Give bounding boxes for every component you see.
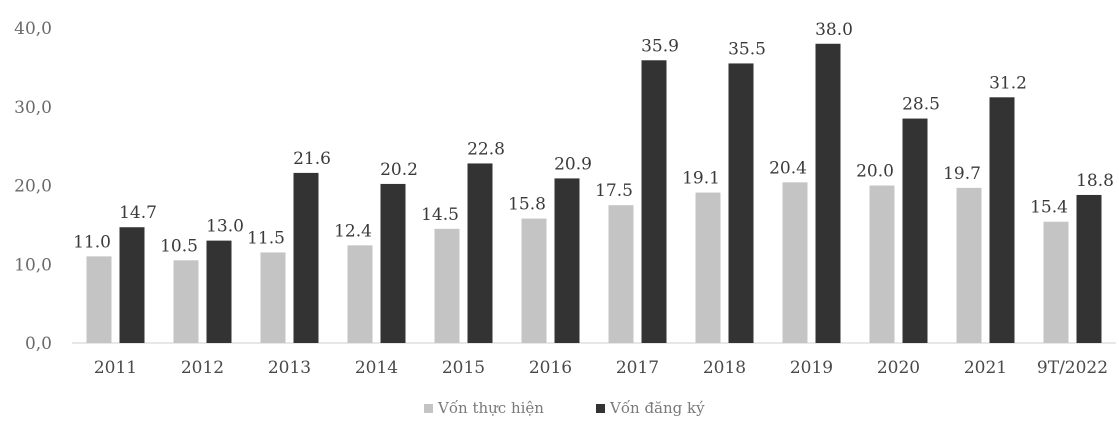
- x-tick-label: 2018: [703, 358, 746, 378]
- y-axis: 0,0 10,0 20,0 30,0 40,0: [14, 19, 52, 354]
- legend-label: Vốn đăng ký: [609, 399, 705, 417]
- bar-von-thuc-hien: [260, 252, 286, 343]
- legend-label: Vốn thực hiện: [437, 399, 544, 417]
- x-tick-label: 2014: [355, 358, 398, 378]
- data-label: 10.5: [160, 236, 198, 256]
- bar-von-thuc-hien: [347, 245, 373, 343]
- bar-von-thuc-hien: [173, 260, 199, 343]
- bar-von-thuc-hien: [695, 192, 721, 343]
- y-tick-label: 30,0: [14, 98, 52, 118]
- x-tick-label: 2021: [964, 358, 1007, 378]
- bar-von-dang-ky: [206, 240, 232, 343]
- data-label: 13.0: [206, 217, 244, 237]
- bar-von-thuc-hien: [434, 228, 460, 343]
- y-tick-label: 40,0: [14, 19, 52, 39]
- data-label: 11.0: [73, 232, 111, 252]
- bar-von-dang-ky: [380, 183, 406, 343]
- bar-von-thuc-hien: [608, 205, 634, 343]
- bar-von-dang-ky: [554, 178, 580, 343]
- y-tick-label: 10,0: [14, 255, 52, 275]
- data-label: 38.0: [815, 20, 853, 40]
- data-label: 19.1: [682, 169, 720, 189]
- legend-swatch-von-dang-ky: [596, 404, 605, 413]
- data-label: 18.8: [1076, 171, 1114, 191]
- data-label: 20.0: [856, 162, 894, 182]
- x-tick-label: 2019: [790, 358, 833, 378]
- data-label: 12.4: [334, 221, 372, 241]
- x-tick-label: 2013: [268, 358, 311, 378]
- x-tick-label: 2016: [529, 358, 572, 378]
- data-label: 22.8: [467, 139, 505, 159]
- data-label: 15.8: [508, 195, 546, 215]
- bar-von-dang-ky: [467, 163, 493, 343]
- data-label: 11.5: [247, 228, 285, 248]
- data-label: 21.6: [293, 149, 331, 169]
- x-axis: 2011 2012 2013 2014 2015 2016 2017 2018 2019 2020…: [94, 358, 1108, 378]
- data-label: 20.2: [380, 160, 418, 180]
- x-tick-label: 2020: [877, 358, 920, 378]
- bar-von-dang-ky: [119, 227, 145, 343]
- bar-von-dang-ky: [728, 63, 754, 343]
- y-tick-label: 0,0: [25, 334, 52, 354]
- bar-von-dang-ky: [815, 43, 841, 343]
- data-label: 19.7: [943, 164, 981, 184]
- bar-von-dang-ky: [902, 118, 928, 343]
- bars: [86, 43, 1102, 343]
- bar-von-thuc-hien: [782, 182, 808, 343]
- bar-von-thuc-hien: [956, 187, 982, 343]
- data-labels: 11.0 14.710.5 13.011.5 21.6 12.4 20.2 14.5 22.8…: [73, 20, 1114, 257]
- x-tick-label: 2017: [616, 358, 659, 378]
- data-label: 35.5: [728, 39, 766, 59]
- bar-von-thuc-hien: [86, 256, 112, 343]
- data-label: 14.5: [421, 205, 459, 225]
- data-label: 14.7: [119, 203, 157, 223]
- legend-swatch-von-thuc-hien: [424, 404, 433, 413]
- legend: Vốn thực hiện Vốn đăng ký: [424, 399, 705, 417]
- bar-von-thuc-hien: [869, 185, 895, 343]
- data-label: 28.5: [902, 95, 940, 115]
- bar-von-dang-ky: [293, 172, 319, 343]
- data-label: 15.4: [1030, 198, 1068, 218]
- bar-von-dang-ky: [641, 60, 667, 343]
- x-tick-label: 2012: [181, 358, 224, 378]
- bar-von-dang-ky: [1076, 194, 1102, 343]
- data-label: 17.5: [595, 181, 633, 201]
- x-tick-label: 9T/2022: [1037, 358, 1108, 378]
- data-label: 31.2: [989, 73, 1027, 93]
- data-label: 35.9: [641, 36, 679, 56]
- x-tick-label: 2011: [94, 358, 137, 378]
- x-tick-label: 2015: [442, 358, 485, 378]
- bar-von-thuc-hien: [521, 218, 547, 343]
- y-tick-label: 20,0: [14, 177, 52, 197]
- data-label: 20.9: [554, 154, 592, 174]
- bar-von-thuc-hien: [1043, 221, 1069, 343]
- bar-von-dang-ky: [989, 97, 1015, 343]
- data-label: 20.4: [769, 158, 807, 178]
